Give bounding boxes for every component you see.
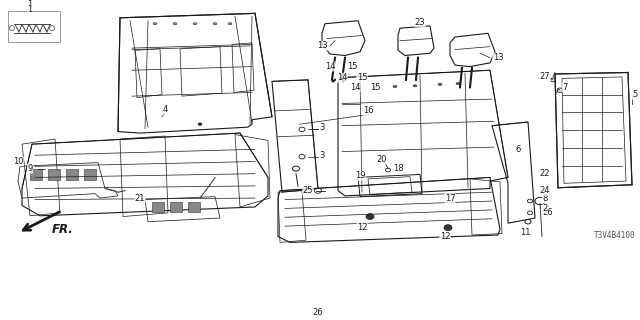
Text: 14: 14 (337, 73, 348, 82)
Text: 10: 10 (13, 156, 23, 166)
Text: 4: 4 (163, 105, 168, 114)
Ellipse shape (366, 213, 374, 220)
Ellipse shape (193, 23, 197, 25)
Text: 18: 18 (393, 164, 403, 173)
Text: 9: 9 (28, 164, 33, 173)
Ellipse shape (228, 23, 232, 25)
Text: T3V4B4100: T3V4B4100 (593, 231, 635, 240)
Text: 24: 24 (540, 186, 550, 195)
Text: 12: 12 (440, 232, 451, 241)
Text: 13: 13 (317, 41, 327, 50)
Bar (152, 202, 164, 212)
Bar (8, 11, 60, 42)
Text: 26: 26 (313, 308, 323, 317)
Text: 14: 14 (349, 83, 360, 92)
Text: 3: 3 (319, 151, 324, 160)
Ellipse shape (456, 83, 460, 85)
Bar (30, 169, 42, 180)
Text: 15: 15 (347, 62, 357, 71)
Text: 16: 16 (363, 106, 373, 116)
Text: 6: 6 (515, 145, 521, 154)
Text: 14: 14 (324, 62, 335, 71)
Bar (84, 169, 96, 180)
Bar (48, 169, 60, 180)
Text: 11: 11 (520, 228, 531, 237)
Text: 15: 15 (370, 83, 380, 92)
Text: 26: 26 (543, 208, 554, 217)
Bar (66, 169, 78, 180)
Bar (188, 202, 200, 212)
Text: 1: 1 (28, 0, 33, 9)
Text: 13: 13 (493, 53, 503, 62)
Text: 27: 27 (540, 72, 550, 81)
Text: 23: 23 (415, 18, 426, 27)
Text: FR.: FR. (52, 223, 74, 236)
Text: 20: 20 (377, 155, 387, 164)
Ellipse shape (153, 23, 157, 25)
Text: 3: 3 (319, 124, 324, 132)
Text: 22: 22 (540, 169, 550, 178)
Text: 21: 21 (135, 194, 145, 203)
Ellipse shape (393, 85, 397, 88)
Ellipse shape (413, 85, 417, 87)
Text: 8: 8 (542, 194, 548, 203)
Ellipse shape (438, 83, 442, 85)
Text: 7: 7 (563, 83, 568, 92)
Ellipse shape (213, 23, 217, 25)
Text: 1: 1 (28, 5, 33, 14)
Text: 5: 5 (632, 90, 637, 99)
Text: 17: 17 (445, 194, 455, 203)
Ellipse shape (444, 225, 452, 231)
Text: 12: 12 (356, 223, 367, 232)
Text: 25: 25 (303, 186, 313, 195)
Ellipse shape (373, 86, 377, 88)
Bar (170, 202, 182, 212)
Ellipse shape (198, 123, 202, 126)
Text: 15: 15 (356, 73, 367, 82)
Text: 2: 2 (542, 204, 548, 213)
Text: 19: 19 (355, 172, 365, 180)
Ellipse shape (173, 23, 177, 25)
